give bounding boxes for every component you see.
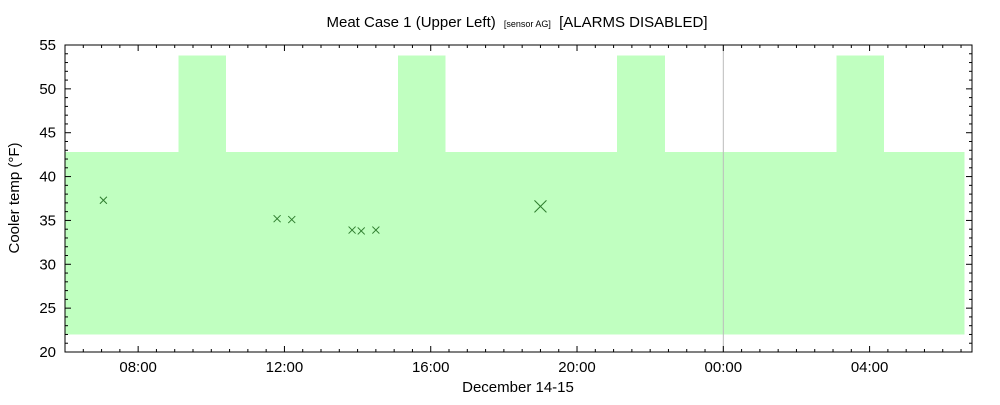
y-axis-label: Cooler temp (°F) xyxy=(6,142,23,253)
data-point-5 xyxy=(372,226,380,234)
chart-title-suffix: [ALARMS DISABLED] xyxy=(559,14,707,31)
range-band-segment-3 xyxy=(397,55,446,335)
range-band-segment-2 xyxy=(225,152,398,335)
x-axis-label: December 14-15 xyxy=(462,379,574,396)
data-point-1 xyxy=(273,214,281,223)
y-tick-label-55: 55 xyxy=(39,37,56,54)
plot-frame xyxy=(64,44,973,353)
data-points xyxy=(99,196,547,235)
y-tick-label-45: 45 xyxy=(39,125,56,142)
data-point-6 xyxy=(534,200,547,213)
range-band-segment-7 xyxy=(836,55,885,335)
y-tick-label-30: 30 xyxy=(39,256,56,273)
range-band-segment-0 xyxy=(65,152,179,335)
chart-title-main: Meat Case 1 (Upper Left) xyxy=(326,14,495,31)
x-tick-label-20:00: 20:00 xyxy=(558,359,596,376)
range-band-segment-5 xyxy=(617,55,665,335)
x-tick-label-16:00: 16:00 xyxy=(412,359,450,376)
x-axis: 08:00 12:00 16:00 20:00 00:00 04:00 xyxy=(64,45,962,376)
x-tick-label-12:00: 12:00 xyxy=(266,359,304,376)
x-tick-label-08:00: 08:00 xyxy=(119,359,157,376)
data-point-4 xyxy=(357,227,366,235)
data-point-0 xyxy=(99,196,108,205)
x-tick-label-04:00: 04:00 xyxy=(851,359,889,376)
chart-title: Meat Case 1 (Upper Left) [sensor AG] [AL… xyxy=(326,14,707,31)
y-tick-label-20: 20 xyxy=(39,344,56,361)
data-point-3 xyxy=(348,226,356,234)
range-band-group xyxy=(65,55,965,335)
y-tick-label-35: 35 xyxy=(39,212,56,229)
chart-title-sensor: [sensor AG] xyxy=(504,19,551,29)
range-band-segment-1 xyxy=(178,55,226,335)
range-band-segment-4 xyxy=(445,152,618,335)
y-axis: 20 25 30 35 40 45 50 55 xyxy=(39,37,972,361)
data-point-2 xyxy=(287,215,296,224)
range-band-segment-6 xyxy=(664,152,837,335)
x-tick-label-00:00: 00:00 xyxy=(705,359,743,376)
range-band-segment-8 xyxy=(884,152,965,335)
y-tick-label-40: 40 xyxy=(39,169,56,186)
y-tick-label-50: 50 xyxy=(39,81,56,98)
y-tick-label-25: 25 xyxy=(39,300,56,317)
